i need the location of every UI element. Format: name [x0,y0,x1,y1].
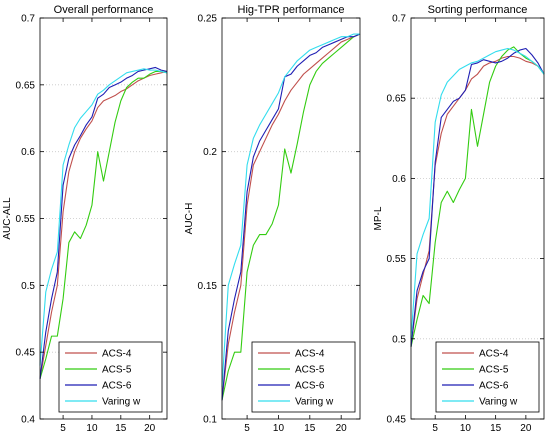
y-tick-label: 0.2 [203,147,217,158]
legend-box [435,341,540,413]
y-tick-label: 0.55 [387,254,407,265]
x-tick-label: 5 [432,423,438,434]
x-tick-label: 20 [520,423,532,434]
y-tick-label: 0.7 [21,14,35,25]
chart-panel-1: 5 10 15 20 0.4 0.45 0.5 0.55 0.6 0.65 0.7 Overall p… [2,4,168,434]
y-tick-label: 0.6 [392,174,406,185]
legend-box [58,341,163,413]
series-line-acs-4 [221,33,361,401]
legend-label: ACS-5 [295,365,325,376]
y-tick-label: 0.5 [392,334,406,345]
x-tick-label: 15 [490,423,502,434]
y-tick-label: 0.15 [198,281,218,292]
x-tick-label: 20 [336,423,348,434]
y-tick-label: 0.1 [203,415,217,426]
x-tick-label: 10 [460,423,472,434]
legend-label: ACS-4 [479,349,509,360]
legend: ACS-4 ACS-5 ACS-6 Varing w [251,341,356,413]
legend: ACS-4 ACS-5 ACS-6 Varing w [58,341,163,413]
legend-label: Varing w [295,397,334,408]
legend-label: ACS-4 [295,349,325,360]
legend-label: ACS-6 [295,381,325,392]
x-tick-label: 5 [60,423,66,434]
chart-title: Sorting performance [428,4,528,16]
chart-panel-2: 5 10 15 20 0.1 0.15 0.2 0.25 Hig-TPR performance… [184,4,361,434]
y-tick-label: 0.25 [198,14,218,25]
legend-box [251,341,356,413]
y-tick-label: 0.6 [21,147,35,158]
legend-label: ACS-5 [102,365,132,376]
series-line-acs-5 [221,33,361,401]
y-axis-label: AUC-H [184,203,195,235]
y-tick-label: 0.65 [16,80,36,91]
y-tick-label: 0.65 [387,94,407,105]
chart-panel-3: 5 10 15 20 0.45 0.5 0.55 0.6 0.65 0.7 Sorting perf… [373,4,545,434]
x-tick-label: 10 [86,423,98,434]
series-line-varing-w [410,47,545,339]
series-line-acs-6 [221,33,361,401]
y-tick-label: 0.5 [21,281,35,292]
x-tick-label: 10 [273,423,285,434]
y-tick-label: 0.45 [387,415,407,426]
y-axis-label: MP-L [373,206,384,230]
x-tick-label: 5 [244,423,250,434]
series-line-varing-w [221,33,360,387]
legend-label: ACS-4 [102,349,132,360]
y-tick-label: 0.4 [21,415,35,426]
legend-label: ACS-6 [102,381,132,392]
legend: ACS-4 ACS-5 ACS-6 Varing w [435,341,540,413]
y-tick-label: 0.55 [16,214,36,225]
series-line-varing-w [39,68,168,366]
y-axis-label: AUC-ALL [2,197,13,240]
y-tick-label: 0.7 [392,14,406,25]
series-line-acs-5 [39,70,168,380]
axes-frame [221,17,361,420]
axes-frame [410,17,545,420]
y-tick-label: 0.45 [16,348,36,359]
x-tick-label: 15 [304,423,316,434]
legend-label: Varing w [102,397,141,408]
chart-title: Overall performance [54,4,154,16]
legend-label: ACS-5 [479,365,509,376]
legend-label: Varing w [479,397,518,408]
x-tick-label: 15 [115,423,127,434]
chart-title: Hig-TPR performance [238,4,345,16]
legend-label: ACS-6 [479,381,509,392]
series-line-acs-6 [410,47,545,347]
x-tick-label: 20 [144,423,156,434]
